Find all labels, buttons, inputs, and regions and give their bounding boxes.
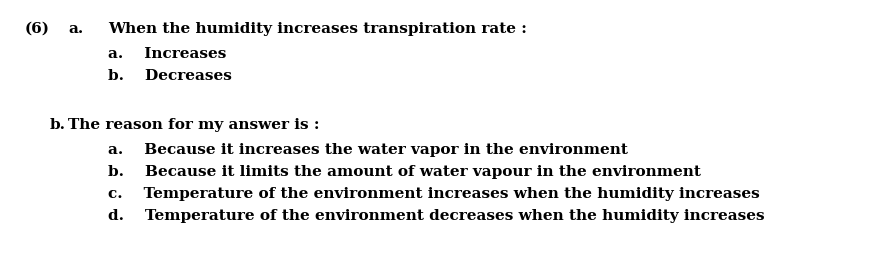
- Text: b.: b.: [50, 118, 66, 132]
- Text: a.    Because it increases the water vapor in the environment: a. Because it increases the water vapor …: [108, 143, 627, 157]
- Text: a.    Increases: a. Increases: [108, 47, 226, 61]
- Text: b.    Decreases: b. Decreases: [108, 69, 231, 83]
- Text: When the humidity increases transpiration rate :: When the humidity increases transpiratio…: [108, 22, 527, 36]
- Text: a.: a.: [68, 22, 84, 36]
- Text: (6): (6): [25, 22, 50, 36]
- Text: d.    Temperature of the environment decreases when the humidity increases: d. Temperature of the environment decrea…: [108, 209, 765, 223]
- Text: c.    Temperature of the environment increases when the humidity increases: c. Temperature of the environment increa…: [108, 187, 759, 201]
- Text: The reason for my answer is :: The reason for my answer is :: [68, 118, 319, 132]
- Text: b.    Because it limits the amount of water vapour in the environment: b. Because it limits the amount of water…: [108, 165, 700, 179]
